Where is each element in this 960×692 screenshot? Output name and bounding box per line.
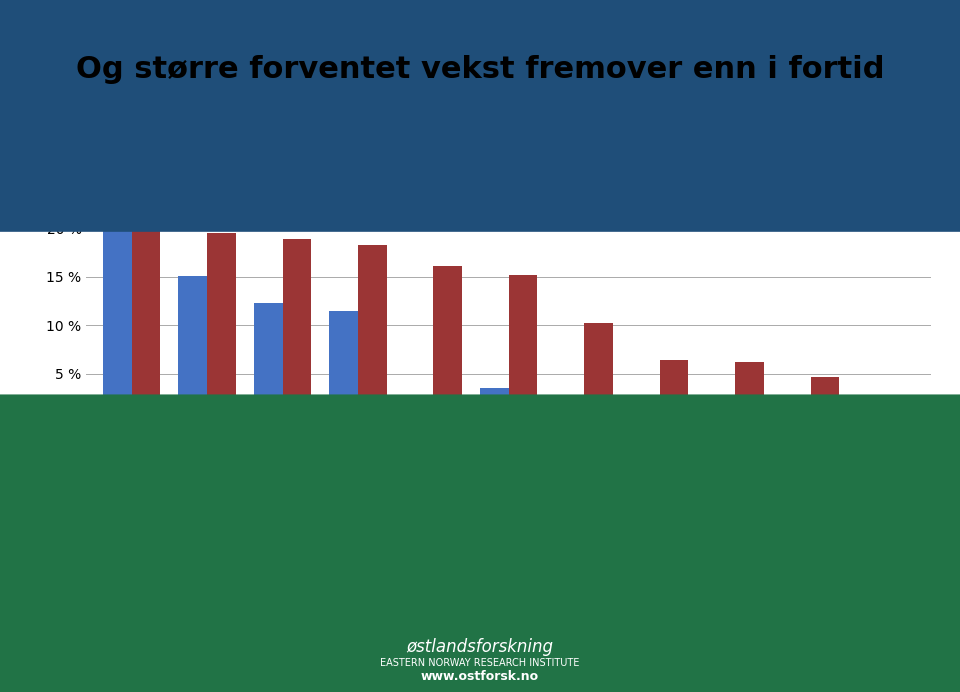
Legend: 27 år bakover, 27 år fremover: 27 år bakover, 27 år fremover: [754, 147, 907, 193]
Bar: [207, 233, 236, 422]
Bar: [405, 395, 433, 422]
Bar: [132, 166, 160, 422]
Bar: [707, 422, 735, 425]
Bar: [810, 376, 839, 422]
Text: østlandsforskning: østlandsforskning: [406, 638, 554, 656]
Bar: [857, 422, 886, 529]
Bar: [103, 224, 132, 422]
Bar: [329, 311, 358, 422]
Bar: [480, 388, 509, 422]
Bar: [556, 422, 585, 425]
Bar: [179, 276, 207, 422]
Text: Middelsforutsetninger om fertilitet, levealder, mobilitet og innvandring: Middelsforutsetninger om fertilitet, lev…: [174, 100, 786, 115]
Bar: [631, 422, 660, 425]
Bar: [433, 266, 462, 422]
Bar: [735, 362, 764, 422]
Bar: [282, 239, 311, 422]
Bar: [358, 245, 387, 422]
Bar: [585, 323, 612, 422]
Bar: [660, 360, 688, 422]
Bar: [509, 275, 538, 422]
Bar: [886, 419, 915, 422]
Text: Og større forventet vekst fremover enn i fortid: Og større forventet vekst fremover enn i…: [76, 55, 884, 84]
Text: www.ostforsk.no: www.ostforsk.no: [420, 671, 540, 683]
Bar: [253, 303, 282, 422]
Text: EASTERN NORWAY RESEARCH INSTITUTE: EASTERN NORWAY RESEARCH INSTITUTE: [380, 658, 580, 668]
Bar: [781, 422, 810, 425]
